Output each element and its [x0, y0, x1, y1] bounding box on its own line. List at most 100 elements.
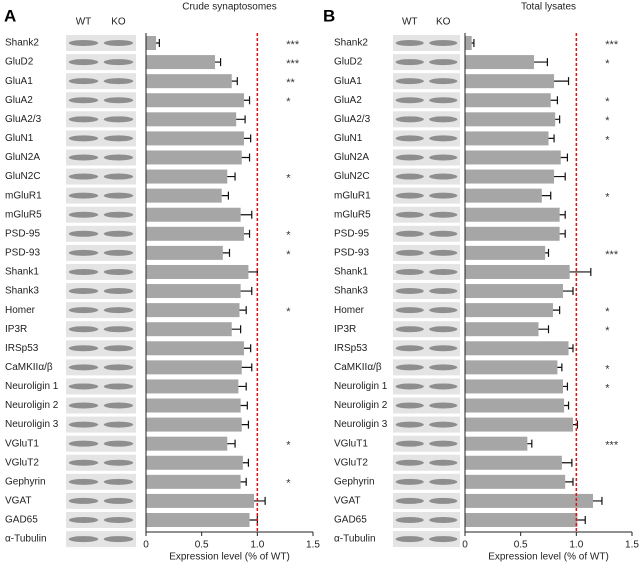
blot-band [429, 249, 458, 256]
loading-control-label: α-Tubulin [334, 534, 376, 545]
blot-band [395, 192, 424, 199]
bar [465, 303, 553, 318]
blot-band [429, 211, 458, 218]
blot-band [68, 497, 99, 504]
lane-label: KO [436, 17, 451, 28]
lane-label: WT [402, 17, 418, 28]
bar [146, 245, 223, 260]
blot-strip [66, 435, 136, 452]
error-bar [555, 115, 561, 124]
bar [146, 398, 241, 413]
blot-strip [66, 149, 136, 166]
bar [146, 112, 237, 127]
blot-strip [66, 263, 136, 280]
category-label: IRSp53 [5, 343, 39, 354]
error-bar [559, 210, 566, 219]
blot-strip [393, 187, 460, 204]
error-bar [240, 210, 253, 219]
blot-band [103, 97, 134, 104]
blot-strip [393, 283, 460, 300]
blot-band [395, 173, 424, 180]
bar [465, 245, 546, 260]
blot-band [395, 402, 424, 409]
bar [465, 417, 573, 432]
error-bar [534, 58, 548, 67]
blot-band [68, 173, 99, 180]
bar [146, 93, 244, 108]
category-label: VGluT2 [334, 457, 368, 468]
error-bar [221, 191, 229, 200]
blot-strip [66, 92, 136, 109]
error-bar [548, 134, 555, 143]
blot-band [68, 364, 99, 371]
category-label: Neuroligin 3 [334, 419, 388, 430]
blot-strip [66, 206, 136, 223]
bar [146, 513, 250, 527]
blot-band [68, 78, 99, 85]
error-bar [560, 153, 569, 162]
blot-strip [393, 473, 460, 490]
category-label: Shank1 [334, 267, 368, 278]
blot-band [68, 517, 99, 523]
error-bar [552, 306, 561, 315]
blot-band [103, 135, 134, 142]
error-bar [240, 401, 248, 410]
significance: *** [286, 39, 300, 51]
blot-strip [393, 35, 460, 51]
blot-band [429, 326, 458, 333]
bar [146, 55, 216, 70]
category-label: Shank3 [334, 286, 368, 297]
blot-band [429, 517, 458, 523]
error-bar [249, 516, 258, 524]
blot-band [103, 78, 134, 85]
blot-strip [66, 340, 136, 357]
blot-band [429, 97, 458, 104]
blot-band [68, 288, 99, 295]
bar [146, 284, 241, 299]
blot-strip [66, 512, 136, 528]
category-label: Shank2 [5, 38, 39, 49]
blot-band [429, 440, 458, 447]
blot-band [68, 192, 99, 199]
error-bar [231, 325, 242, 334]
bar [465, 436, 528, 451]
blot-band [68, 268, 99, 275]
blot-band [395, 78, 424, 85]
significance: *** [605, 440, 619, 452]
category-label: GluA1 [334, 76, 362, 87]
blot-band [429, 345, 458, 352]
bar [146, 455, 243, 470]
bar [146, 264, 249, 279]
blot-strip [393, 244, 460, 261]
blot-band [395, 364, 424, 371]
blot-band [68, 211, 99, 218]
bar [465, 513, 578, 527]
category-label: CaMKIIα/β [334, 362, 382, 373]
blot-band [395, 268, 424, 275]
error-bar [238, 382, 247, 391]
blot-band [429, 230, 458, 237]
blot-band [103, 440, 134, 447]
bar [146, 226, 244, 241]
error-bar [538, 325, 550, 334]
blot-band [429, 192, 458, 199]
category-label: VGAT [5, 496, 31, 507]
blot-strip [66, 54, 136, 71]
blot-band [103, 230, 134, 237]
blot-strip [393, 321, 460, 338]
blot-strip [393, 111, 460, 128]
bar [146, 417, 242, 432]
error-bar [243, 229, 251, 238]
category-label: GluN1 [5, 133, 34, 144]
blot-band [68, 230, 99, 237]
error-bar [241, 363, 253, 372]
significance: * [605, 96, 610, 108]
bar [465, 188, 542, 203]
x-tick-label: 1.0 [250, 540, 264, 551]
x-axis-title: Expression level (% of WT) [169, 552, 290, 563]
significance: * [286, 478, 291, 490]
error-bar [239, 306, 247, 315]
blot-band [103, 59, 134, 66]
bar [465, 455, 562, 470]
